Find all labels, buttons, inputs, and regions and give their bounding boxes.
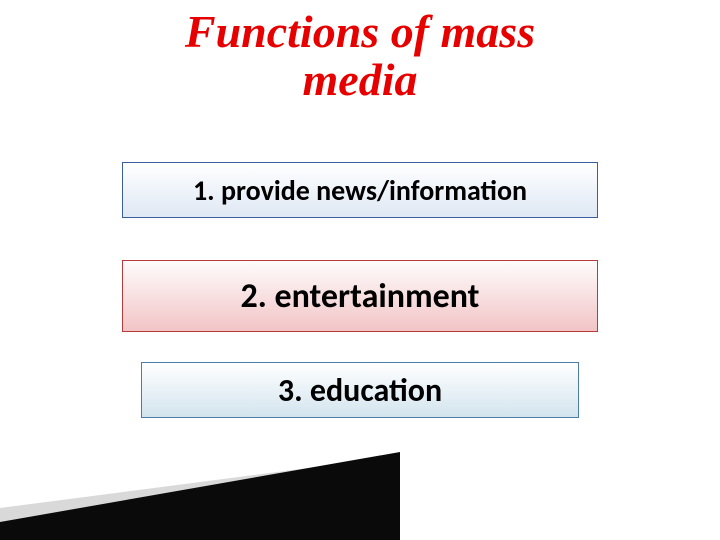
title-line1: Functions of mass bbox=[0, 8, 720, 56]
list-item-label: 3. education bbox=[278, 371, 442, 410]
list-item: 1. provide news/information bbox=[122, 162, 598, 218]
content-boxes: 1. provide news/information 2. entertain… bbox=[0, 162, 720, 418]
list-item: 2. entertainment bbox=[122, 260, 598, 332]
slide-title: Functions of mass media bbox=[0, 8, 720, 105]
list-item-label: 1. provide news/information bbox=[193, 173, 527, 208]
title-line2: media bbox=[0, 56, 720, 104]
list-item: 3. education bbox=[141, 362, 579, 418]
slide: Functions of mass media 1. provide news/… bbox=[0, 0, 720, 540]
swoosh-decoration bbox=[0, 450, 720, 540]
list-item-label: 2. entertainment bbox=[241, 276, 480, 317]
